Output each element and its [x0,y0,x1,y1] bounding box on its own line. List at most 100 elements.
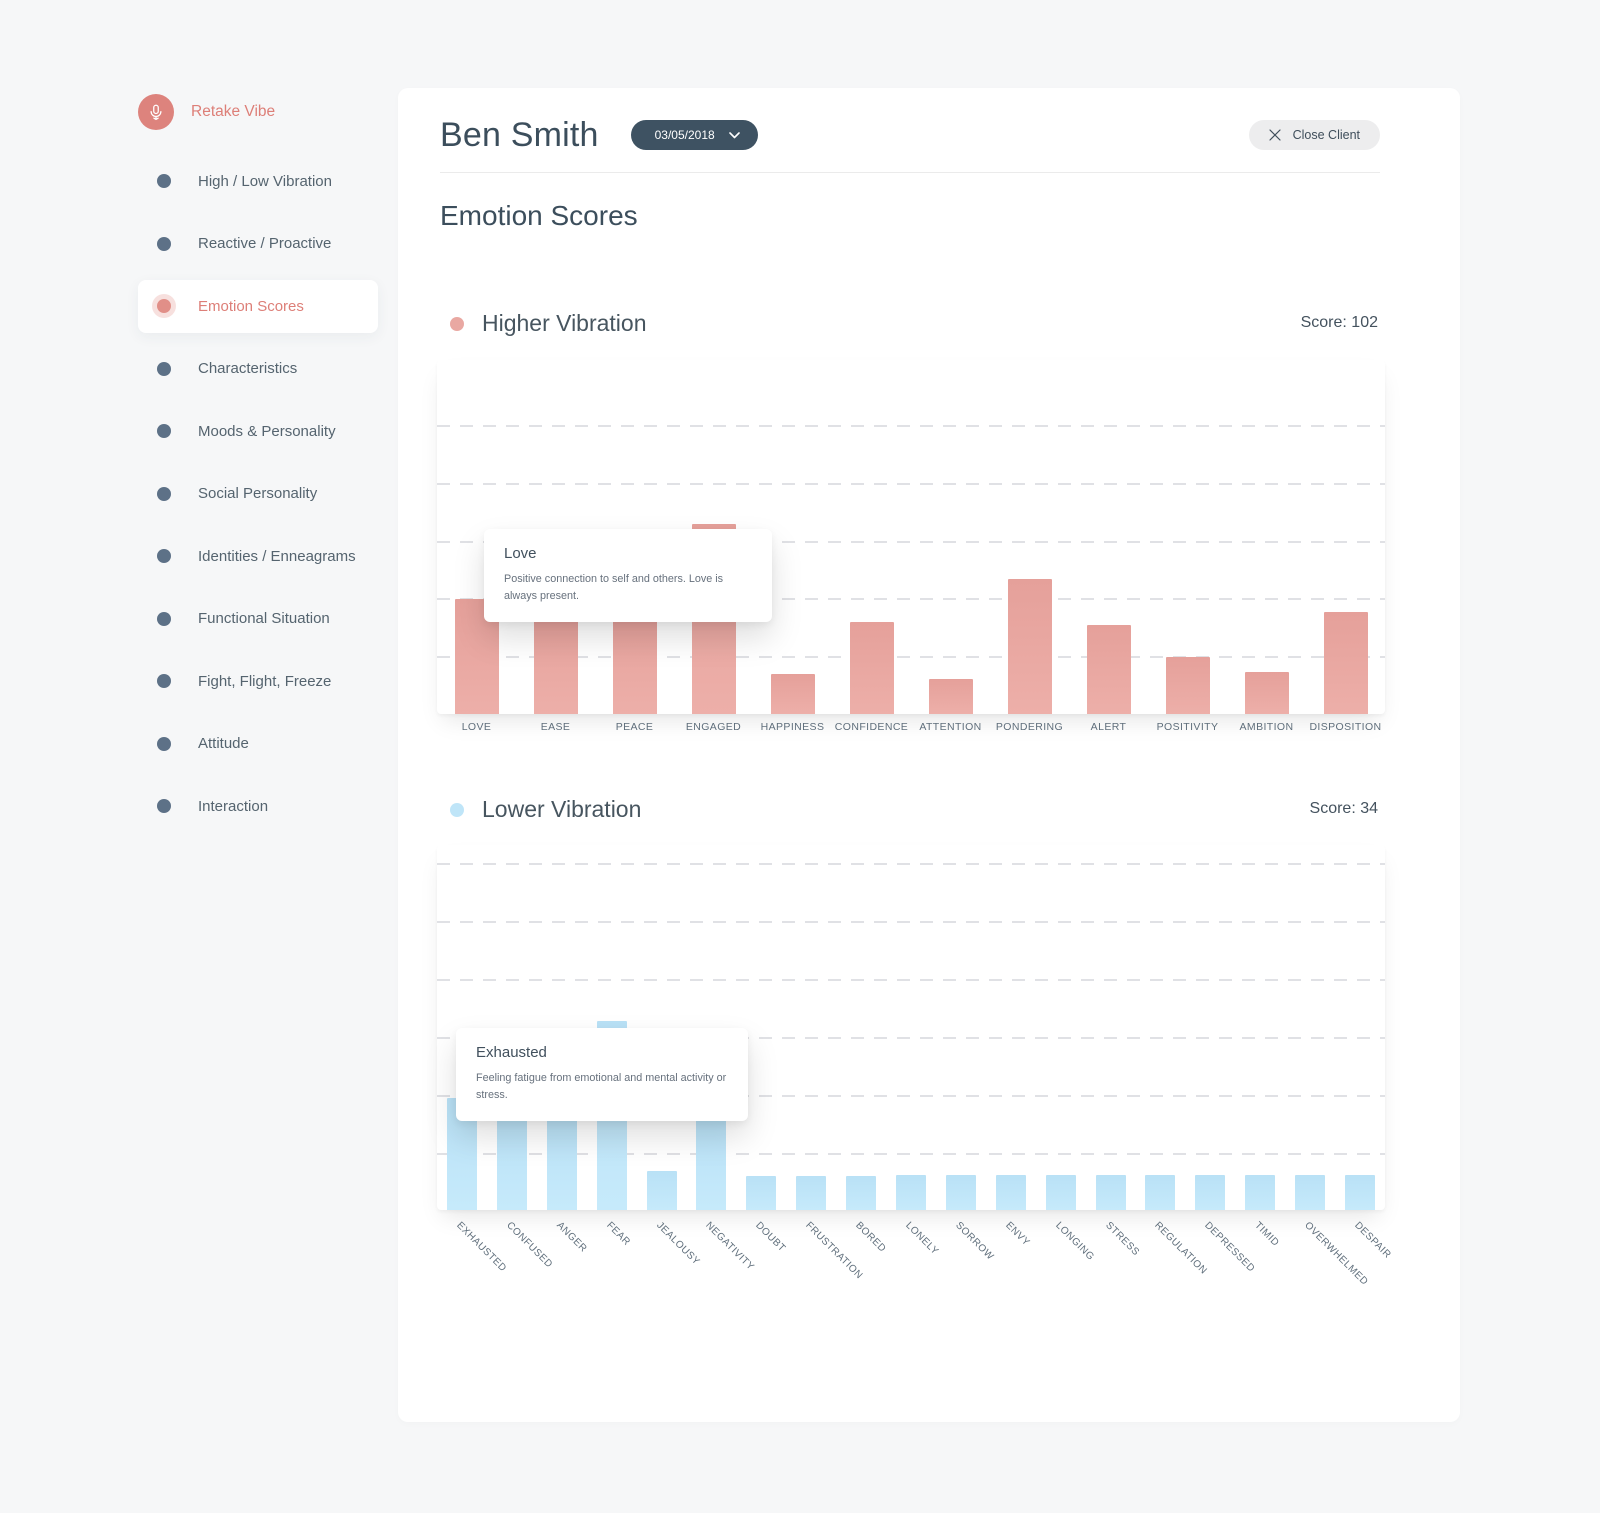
axis-label-ease: EASE [540,721,571,733]
bar-lonely[interactable] [895,1174,926,1210]
bar-ambition[interactable] [1244,671,1289,714]
axis-label-cell: ANGER [537,1220,589,1340]
close-icon [1269,129,1281,141]
sidebar-item-label: Social Personality [198,485,318,503]
higher-vibration-chart: Love Positive connection to self and oth… [437,360,1385,714]
bar-despair[interactable] [1344,1174,1375,1210]
bar-column [886,845,936,1210]
tooltip-body: Positive connection to self and others. … [504,573,724,603]
axis-label-cell: OVERWHELMED [1285,1220,1370,1340]
bar-pondering[interactable] [1007,579,1052,714]
axis-label-cell: FRUSTRATION [786,1220,864,1340]
bar-column [686,845,736,1210]
bar-frustration[interactable] [796,1176,827,1210]
axis-label-cell: BORED [836,1220,888,1340]
axis-label-timid: TIMID [1252,1220,1282,1249]
sidebar-item-emotion-scores[interactable]: Emotion Scores [138,275,378,338]
sidebar-item-label: Moods & Personality [198,422,336,440]
axis-label-ambition: AMBITION [1239,721,1294,733]
axis-label-cell: STRESS [1086,1220,1141,1340]
sidebar: Retake Vibe High / Low Vibration Reactive… [138,94,378,838]
love-tooltip: Love Positive connection to self and oth… [484,529,772,622]
bar-positivity[interactable] [1165,657,1210,714]
sidebar-item-high-low-vibration[interactable]: High / Low Vibration [138,150,378,213]
axis-label-cell: CONFUSED [487,1220,554,1340]
bar-anger[interactable] [546,1112,577,1210]
axis-label-cell: DEPRESSED [1185,1220,1258,1340]
sidebar-item-interaction[interactable]: Interaction [138,775,378,838]
bar-column [1227,360,1306,714]
bar-column [936,845,986,1210]
bar-happiness[interactable] [770,674,815,714]
sidebar-item-functional-situation[interactable]: Functional Situation [138,588,378,651]
sidebar-item-label: Identities / Enneagrams [198,547,356,565]
bar-column [637,845,687,1210]
axis-label-cell: TIMID [1235,1220,1285,1340]
sidebar-item-identities-enneagrams[interactable]: Identities / Enneagrams [138,525,378,588]
nav-bullet-icon [157,486,171,501]
bar-disposition[interactable] [1323,612,1368,714]
sidebar-item-characteristics[interactable]: Characteristics [138,338,378,401]
sidebar-item-label: Interaction [198,797,269,815]
bar-ease[interactable] [533,604,578,714]
sidebar-item-moods-personality[interactable]: Moods & Personality [138,400,378,463]
bar-regulation[interactable] [1145,1174,1176,1210]
bar-depressed[interactable] [1195,1174,1226,1210]
gridline [437,541,1385,543]
higher-vibration-axis-labels: LOVE EASE PEACE ENGAGED HAPPINESS CONFIDENCE A… [437,721,1385,733]
bar-attention[interactable] [928,678,973,714]
bar-longing[interactable] [1045,1174,1076,1210]
header-divider [440,172,1380,173]
bar-bored[interactable] [846,1176,877,1210]
higher-vibration-header: Higher Vibration [450,310,647,337]
bar-column [753,360,832,714]
retake-vibe-button[interactable]: Retake Vibe [138,94,378,130]
date-value: 03/05/2018 [654,128,715,142]
sidebar-item-label: Emotion Scores [198,297,304,315]
bar-jealousy[interactable] [646,1170,677,1210]
sidebar-nav: High / Low Vibration Reactive / Proactive… [138,150,378,838]
sidebar-item-label: High / Low Vibration [198,172,332,190]
sidebar-item-attitude[interactable]: Attitude [138,713,378,776]
sidebar-item-social-personality[interactable]: Social Personality [138,463,378,526]
gridline [437,863,1385,865]
bar-sorrow[interactable] [945,1174,976,1210]
axis-label-anger: ANGER [553,1220,589,1255]
tooltip-title: Exhausted [476,1044,547,1061]
bar-overwhelmed[interactable] [1295,1174,1326,1210]
gridline [437,1037,1385,1039]
sidebar-item-fight-flight-freeze[interactable]: Fight, Flight, Freeze [138,650,378,713]
bar-peace[interactable] [612,604,657,714]
sidebar-item-label: Fight, Flight, Freeze [198,672,332,690]
gridline [437,1153,1385,1155]
bar-column [1285,845,1335,1210]
sidebar-item-reactive-proactive[interactable]: Reactive / Proactive [138,213,378,276]
client-header: Ben Smith 03/05/2018 Close Client [440,112,1380,158]
nav-bullet-icon [157,299,171,314]
axis-label-pondering: PONDERING [995,721,1064,733]
axis-label-alert: ALERT [1090,721,1127,733]
bar-column [786,845,836,1210]
axis-label-cell: REGULATION [1135,1220,1210,1340]
axis-label-love: LOVE [461,721,492,733]
close-client-button[interactable]: Close Client [1248,120,1380,150]
chevron-down-icon [728,131,740,139]
axis-label-positivity: POSITIVITY [1156,721,1219,733]
higher-vibration-dot-icon [450,316,464,331]
nav-bullet-icon [157,799,171,814]
bar-column [1185,845,1235,1210]
bar-envy[interactable] [995,1174,1026,1210]
bar-confidence[interactable] [849,621,894,714]
axis-label-cell: JEALOUSY [637,1220,702,1340]
bar-negativity[interactable] [696,1119,727,1210]
bar-doubt[interactable] [746,1176,777,1210]
bar-column [1036,845,1086,1210]
bar-stress[interactable] [1095,1174,1126,1210]
sidebar-item-label: Reactive / Proactive [198,235,332,253]
lower-vibration-axis-labels: EXHAUSTED CONFUSED ANGER FEAR JEALOUSY NEGATI… [437,1220,1393,1340]
bar-timid[interactable] [1245,1174,1276,1210]
bar-confused[interactable] [496,1111,527,1210]
axis-label-cell: LONELY [886,1220,940,1340]
bar-alert[interactable] [1086,625,1131,714]
date-dropdown[interactable]: 03/05/2018 [630,120,758,150]
